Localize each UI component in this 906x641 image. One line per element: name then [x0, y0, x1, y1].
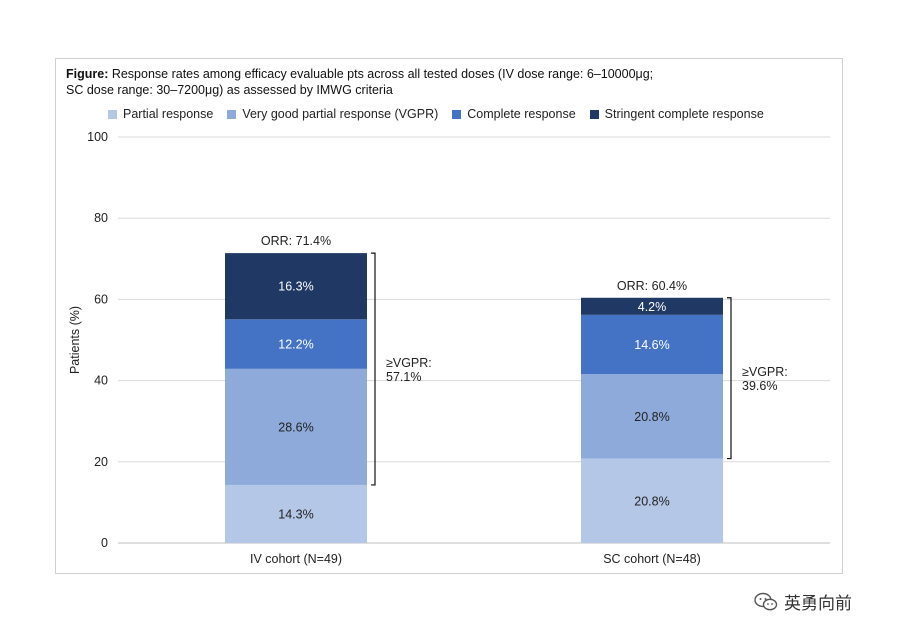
- bar-segment: [225, 484, 367, 543]
- wechat-icon: [754, 592, 778, 610]
- legend-swatch: [589, 109, 599, 119]
- watermark-text: 英勇向前: [784, 594, 852, 613]
- bar-segment: [225, 368, 367, 485]
- data-label: 28.6%: [278, 420, 313, 434]
- y-tick-label: 40: [94, 374, 108, 388]
- total-label: ORR: 71.4%: [261, 234, 331, 248]
- legend-swatch: [227, 109, 237, 119]
- total-label: ORR: 60.4%: [617, 279, 687, 293]
- y-tick-label: 80: [94, 211, 108, 225]
- watermark: 英勇向前: [754, 589, 852, 614]
- bracket-value: 39.6%: [742, 379, 777, 393]
- legend-swatch: [108, 109, 117, 119]
- y-tick-label: 20: [94, 455, 108, 469]
- caption-label: Figure:: [66, 67, 109, 81]
- legend-label: Very good partial response (VGPR): [242, 107, 439, 121]
- bracket-label: ≥VGPR:: [742, 365, 788, 379]
- data-label: 16.3%: [278, 280, 313, 294]
- caption-text-line1: Response rates among efficacy evaluable …: [108, 67, 654, 81]
- x-tick-label: IV cohort (N=49): [250, 552, 342, 566]
- legend-item: Partial response: [108, 107, 213, 121]
- chart-legend: Partial response Very good partial respon…: [108, 106, 778, 122]
- data-label: 14.6%: [634, 338, 669, 352]
- bar-segment: [581, 297, 723, 315]
- bar-segment: [581, 458, 723, 543]
- y-tick-label: 0: [101, 536, 108, 550]
- vgpr-bracket: [727, 297, 732, 460]
- legend-swatch: [452, 109, 462, 119]
- legend-label: Complete response: [467, 107, 576, 121]
- caption-text-line2: SC dose range: 30–7200μg) as assessed by…: [66, 83, 393, 97]
- legend-label: Partial response: [123, 107, 214, 121]
- data-label: 20.8%: [634, 410, 669, 424]
- bar-segment: [225, 319, 367, 369]
- legend-item: Complete response: [452, 107, 576, 121]
- legend-item: Stringent complete response: [589, 107, 764, 121]
- data-label: 12.2%: [278, 338, 313, 352]
- bracket-value: 57.1%: [386, 370, 421, 384]
- y-tick-label: 60: [94, 292, 108, 306]
- bracket-label: ≥VGPR:: [386, 356, 432, 370]
- data-label: 14.3%: [278, 507, 313, 521]
- bar-segment: [581, 314, 723, 375]
- data-label: 20.8%: [634, 494, 669, 508]
- legend-item: Very good partial response (VGPR): [227, 107, 438, 121]
- legend-label: Stringent complete response: [604, 107, 764, 121]
- vgpr-bracket: [371, 252, 376, 486]
- bar-segment: [225, 253, 367, 320]
- x-tick-label: SC cohort (N=48): [603, 552, 701, 566]
- data-label: 4.2%: [638, 300, 667, 314]
- y-tick-label: 100: [87, 130, 108, 144]
- y-axis-label: Patients (%): [68, 306, 82, 374]
- bar-segment: [581, 374, 723, 459]
- figure-caption: Figure: Response rates among efficacy ev…: [66, 66, 766, 98]
